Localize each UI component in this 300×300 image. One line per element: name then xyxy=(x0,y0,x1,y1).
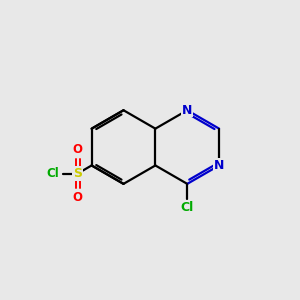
Text: O: O xyxy=(73,191,82,204)
Text: S: S xyxy=(73,167,82,180)
Text: Cl: Cl xyxy=(181,201,194,214)
Text: Cl: Cl xyxy=(46,167,59,180)
Text: N: N xyxy=(214,159,224,172)
Text: O: O xyxy=(73,143,82,156)
Text: N: N xyxy=(182,104,192,117)
